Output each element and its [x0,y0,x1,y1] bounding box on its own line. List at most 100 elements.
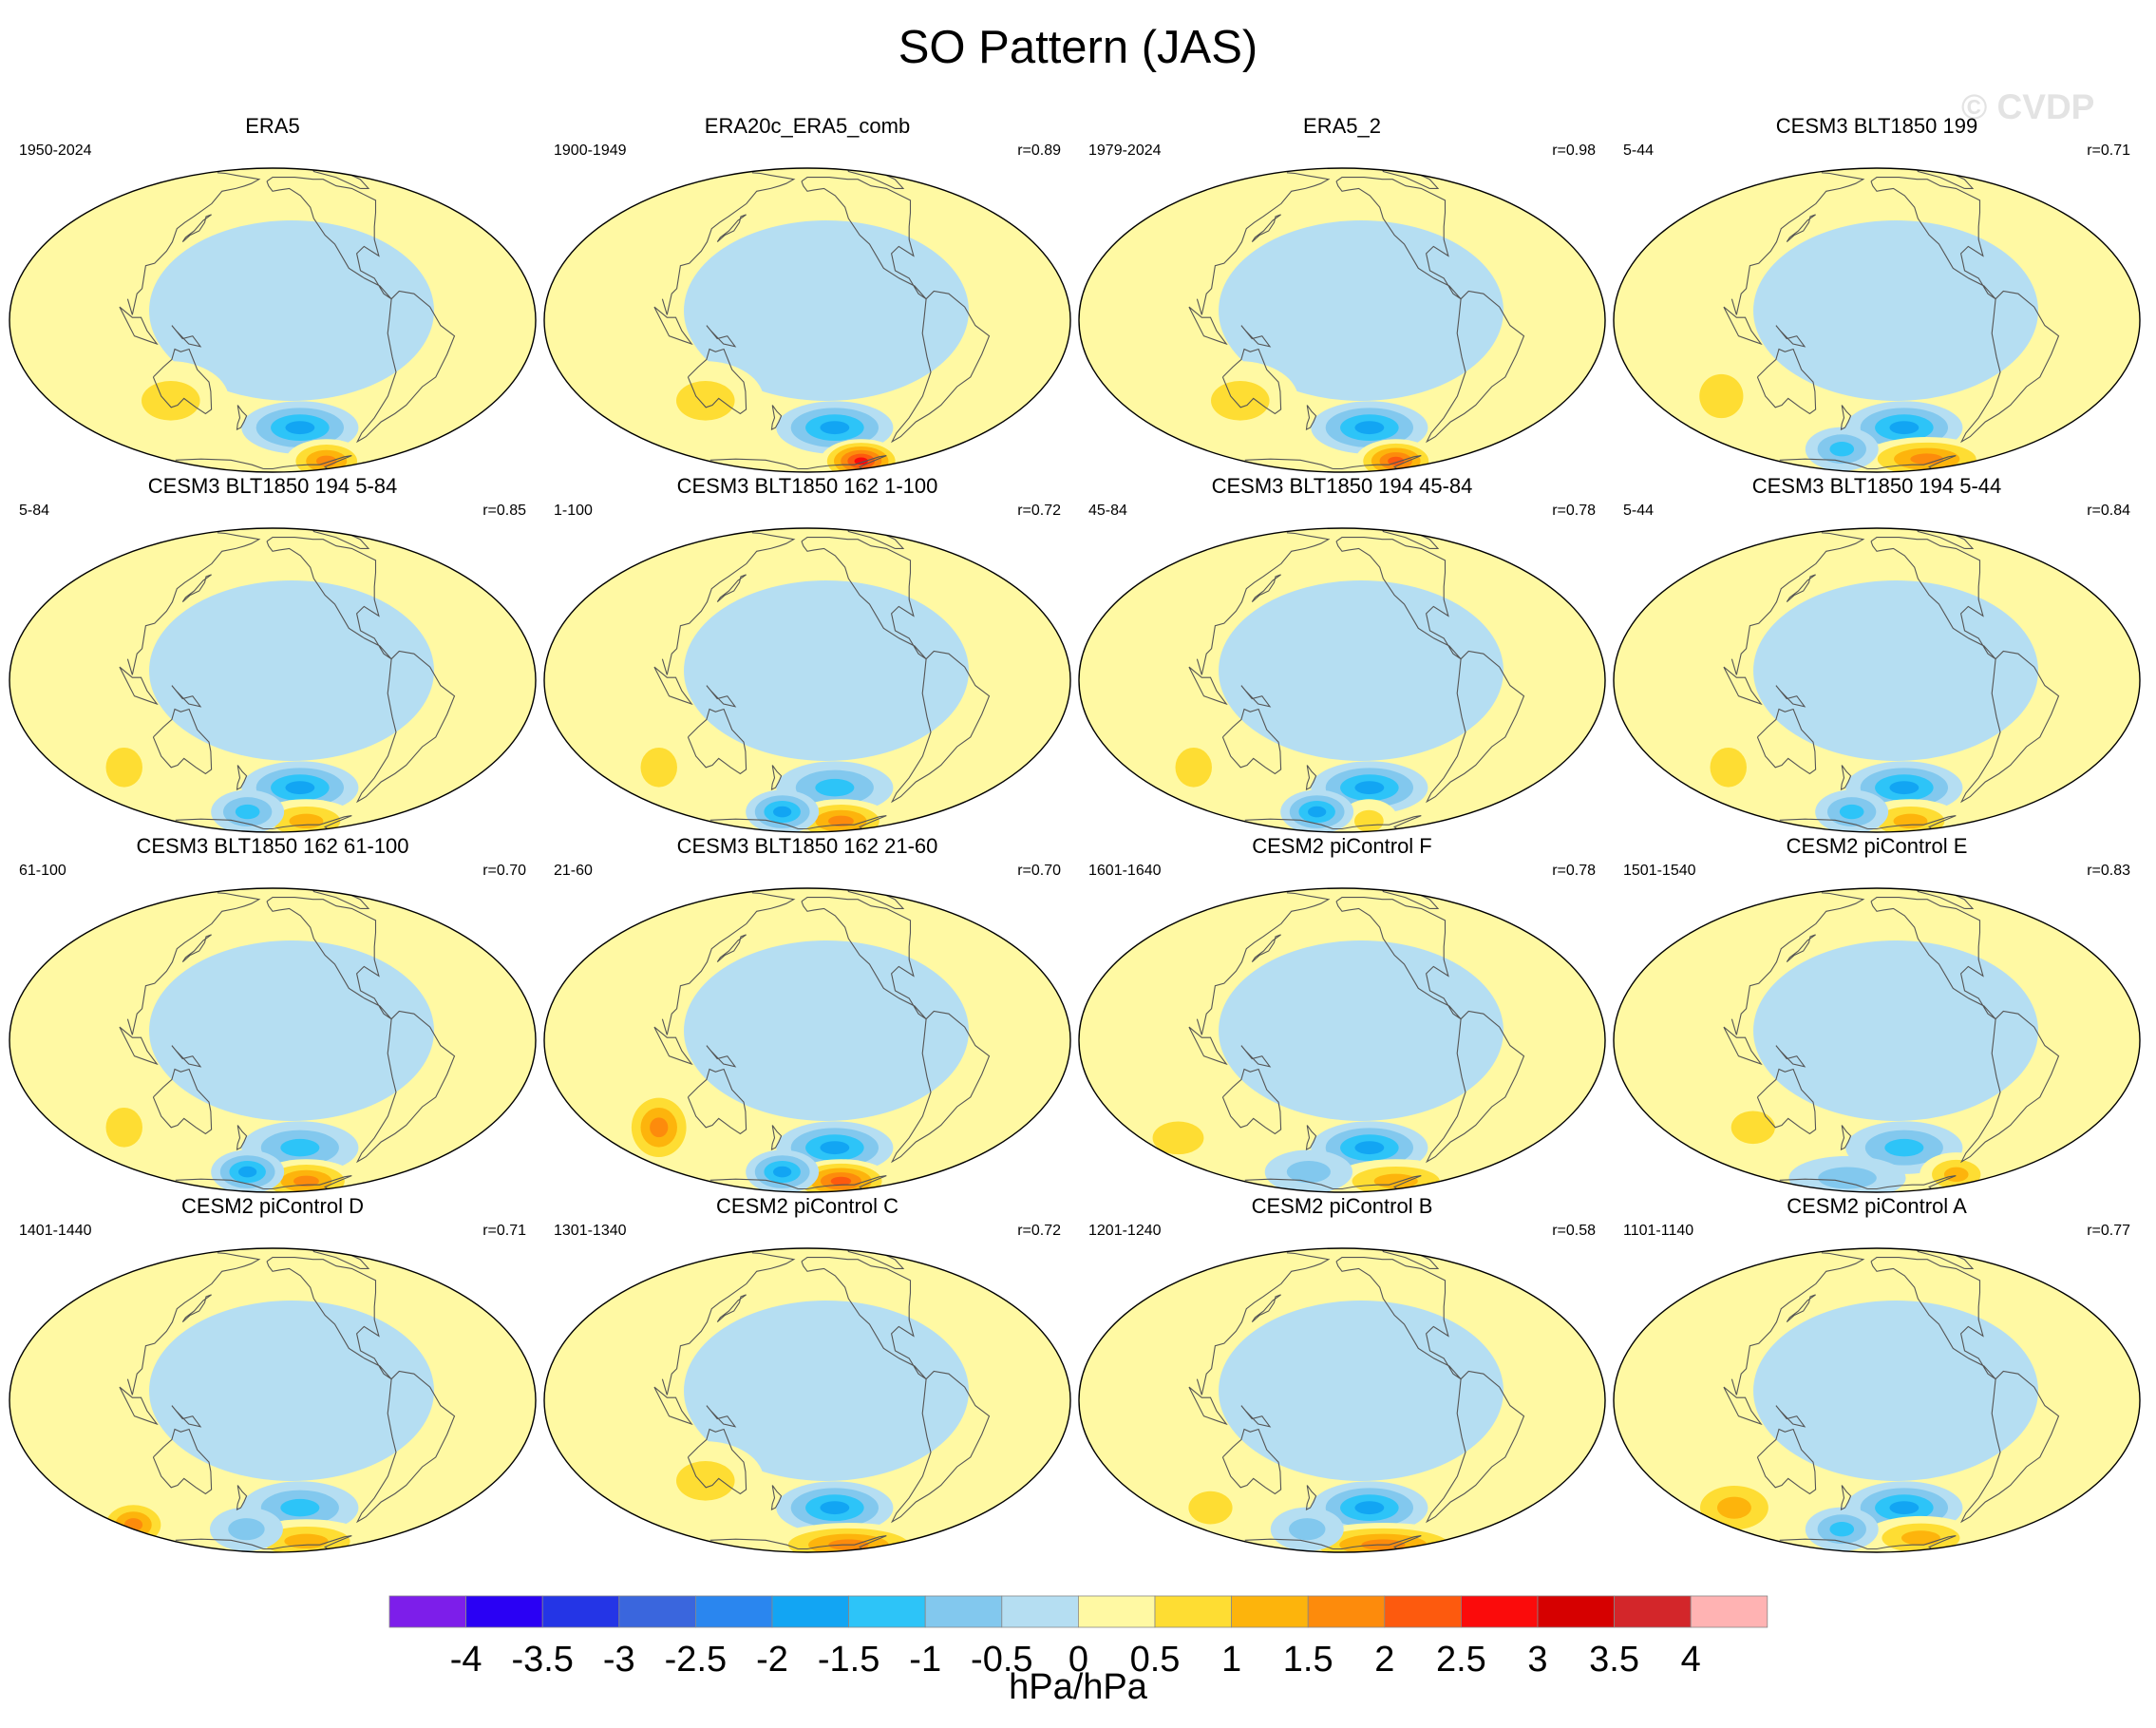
contour-region [1219,1301,1504,1481]
map-border [9,167,537,473]
coastline [801,537,927,660]
colorbar-swatch [1307,1595,1386,1628]
coastline [171,1405,202,1428]
map-projection [1078,1247,1606,1553]
contour-region [1753,220,2038,401]
contour-region [1889,421,1920,435]
coastline [770,405,783,431]
map-panel: ERA5 1950-2024 [4,114,541,475]
coastline [1723,306,1763,346]
panel-title: ERA5_2 [1303,114,1381,138]
coastline [1196,1252,1331,1396]
contour-region [1716,1496,1751,1519]
figure-title: SO Pattern (JAS) [898,22,1258,73]
map-projection [543,167,1071,473]
map-panel: CESM2 piControl C 1301-1340 r=0.72 [539,1194,1076,1555]
contour-region [1354,1501,1385,1515]
contour-region [1286,1161,1331,1184]
map-border [543,1247,1071,1553]
coastline [1305,405,1317,431]
contour-region [684,580,969,761]
coastline [1840,1125,1852,1151]
contour-region [1753,580,2038,761]
map-panel: CESM2 piControl F 1601-1640 r=0.78 [1073,834,1611,1195]
panel-title: CESM3 BLT1850 199 [1775,114,1978,138]
colorbar-swatch [848,1595,926,1628]
coastline [236,405,248,431]
coastline [1425,290,1525,444]
coastline [1335,1257,1462,1380]
map-border [9,887,537,1193]
map-border [1613,887,2141,1193]
panel-years-label: 61-100 [19,863,66,879]
coastline [266,177,392,300]
panel-years-label: 1101-1140 [1623,1223,1694,1239]
colorbar-swatch [1078,1595,1156,1628]
colorbar-swatch [1537,1595,1615,1628]
panel-title: CESM2 piControl A [1787,1194,1967,1218]
panel-correlation-label: r=0.83 [2087,863,2130,879]
map-panel: CESM3 BLT1850 194 45-84 45-84 r=0.78 [1073,474,1611,835]
coastline [1756,708,1817,775]
coastline [1251,214,1281,243]
coastline [1251,574,1281,603]
coastline [1756,1068,1817,1135]
coastline [236,765,248,791]
coastline [1240,1405,1272,1428]
contour-region [1753,1301,2038,1481]
panel-correlation-label: r=0.78 [1552,863,1596,879]
contour-region [854,457,868,465]
colorbar-swatch [695,1595,773,1628]
contour-region [650,1117,669,1138]
panel-years-label: 1900-1949 [554,142,627,159]
contour-region [1219,940,1504,1121]
map-border [9,527,537,833]
contour-region [684,1301,969,1481]
panel-correlation-label: r=0.70 [482,863,526,879]
map-panel: CESM3 BLT1850 194 5-44 5-44 r=0.84 [1608,474,2146,835]
panel-correlation-label: r=0.84 [2087,503,2130,519]
panel-title: CESM2 piControl D [181,1194,364,1218]
panel-years-label: 1401-1440 [19,1223,92,1239]
coastline [687,708,747,775]
coastline [801,177,927,300]
coastline [661,532,796,675]
contour-region [1354,781,1385,795]
contour-region [1219,220,1504,401]
coastline [152,1068,213,1135]
coastline [1221,708,1282,775]
contour-region [1152,1121,1204,1155]
coastline [126,172,261,315]
panel-correlation-label: r=0.78 [1552,503,1596,519]
panel-title: CESM3 BLT1850 194 5-44 [1751,474,2002,498]
panel-title: CESM2 piControl C [716,1194,898,1218]
coastline [1959,650,2060,804]
contour-region [684,940,969,1121]
contour-region [1354,421,1385,435]
coastline [1425,1010,1525,1164]
panel-title: ERA20c_ERA5_comb [704,114,911,138]
coastline [1305,1485,1317,1511]
panel-title: CESM3 BLT1850 162 61-100 [136,834,409,858]
map-border [543,887,1071,1193]
map-border [9,1247,537,1553]
coastline [355,1010,456,1164]
coastline [1240,1045,1272,1068]
map-panel: CESM3 BLT1850 194 5-84 5-84 r=0.85 [4,474,541,835]
map-projection [543,1247,1071,1553]
coastline [801,897,927,1020]
coastline [1840,1485,1852,1511]
coastline [653,666,693,706]
contour-region [820,421,850,435]
coastline [1730,1252,1865,1396]
contour-region [640,747,677,788]
coastline [661,1252,796,1396]
coastline [1425,650,1525,804]
colorbar-swatch [1690,1595,1768,1628]
contour-region [1354,1141,1385,1155]
coastline [119,1386,159,1426]
coastline [152,348,213,415]
panel-title: CESM3 BLT1850 194 45-84 [1211,474,1473,498]
colorbar-swatch [1384,1595,1462,1628]
colorbar-swatch [1001,1595,1079,1628]
